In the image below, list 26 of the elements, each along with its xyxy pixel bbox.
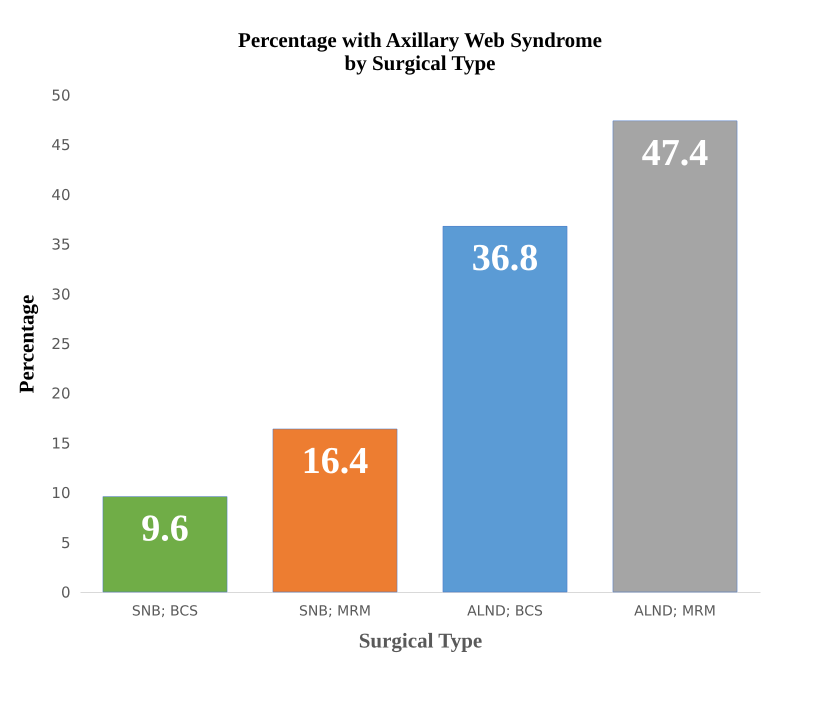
- data-label: 16.4: [302, 440, 368, 482]
- y-tick-label: 5: [60, 534, 70, 552]
- y-tick-label: 35: [51, 236, 70, 254]
- x-tick-label: SNB; MRM: [298, 604, 372, 620]
- y-tick-label: 40: [51, 186, 70, 204]
- y-tick-label: 30: [51, 285, 70, 304]
- y-tick-label: 10: [51, 484, 70, 502]
- bar: [442, 226, 568, 592]
- y-tick-label: 20: [51, 384, 70, 403]
- chart-title: Percentage with Axillary Web Syndrome by Surgical Type: [238, 28, 602, 75]
- y-tick-label: 25: [51, 335, 70, 353]
- y-axis-title: Percentage: [14, 294, 38, 394]
- bar: [612, 120, 738, 592]
- x-tick-label: ALND; BCS: [467, 604, 544, 620]
- y-tick-label: 0: [60, 584, 70, 602]
- y-tick-label: 45: [51, 136, 70, 154]
- x-tick-label: SNB; BCS: [132, 604, 198, 620]
- data-label: 47.4: [642, 132, 708, 174]
- y-tick-label: 50: [51, 86, 70, 104]
- y-tick-label: 15: [51, 434, 70, 452]
- data-label: 36.8: [472, 237, 538, 280]
- x-tick-label: ALND; MRM: [634, 604, 716, 620]
- bar: [102, 496, 228, 592]
- data-label: 9.6: [141, 508, 189, 550]
- bar: [272, 428, 398, 592]
- x-axis-title: Surgical Type: [358, 628, 482, 652]
